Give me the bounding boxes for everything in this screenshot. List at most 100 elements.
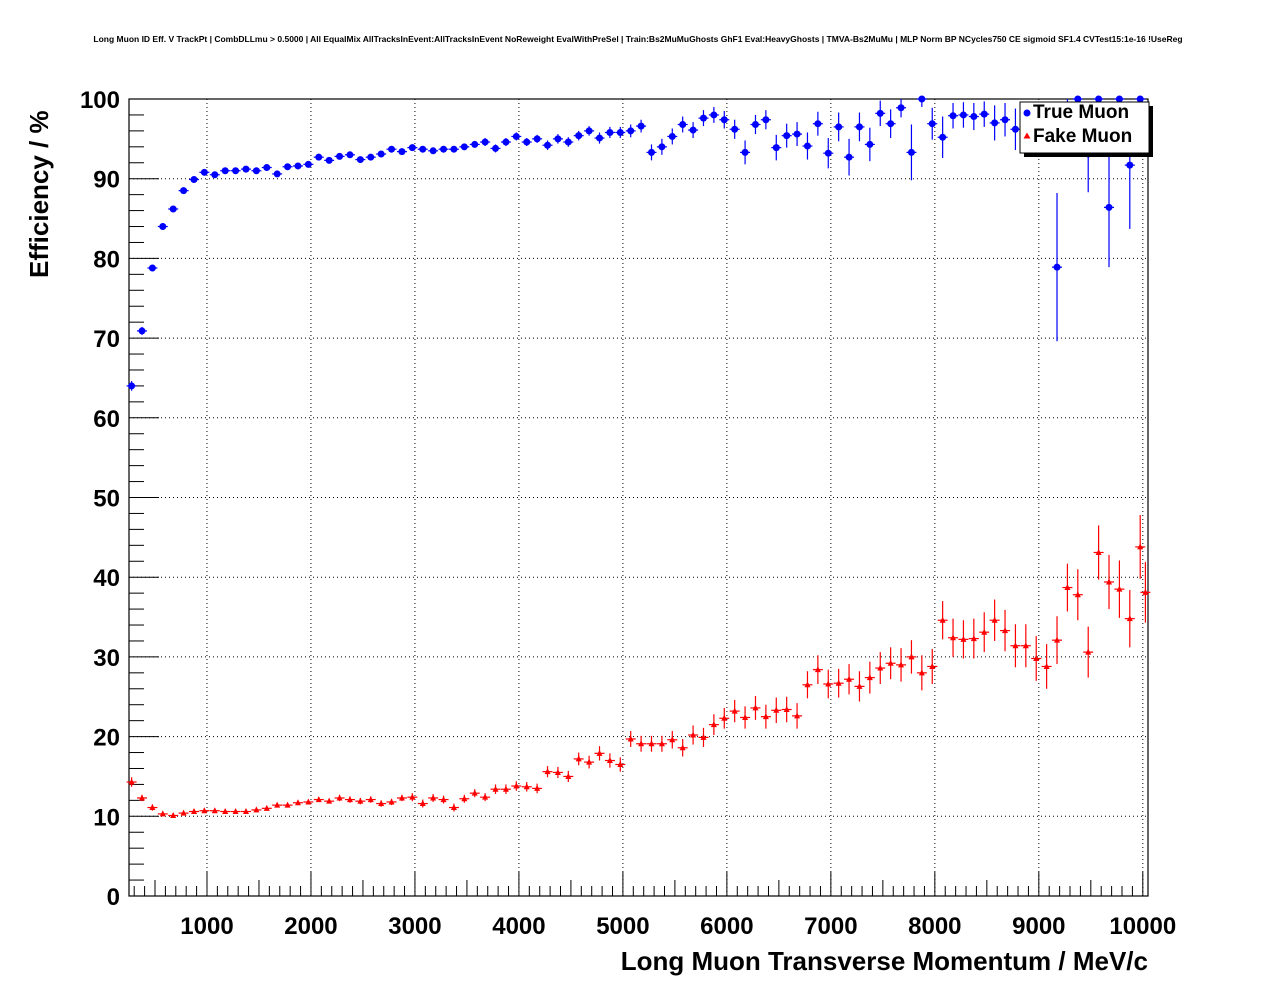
true-muon-point (367, 153, 375, 161)
x-tick-label: 6000 (700, 913, 753, 940)
true-muon-point (699, 114, 707, 122)
fake-muon-point (378, 800, 385, 807)
true-muon-point (627, 127, 635, 135)
fake-muon-point (596, 749, 603, 756)
true-muon-point (772, 144, 780, 152)
true-muon-point (148, 264, 156, 272)
true-muon-point (523, 138, 531, 146)
fake-muon-point (170, 812, 177, 819)
true-muon-point (232, 167, 240, 175)
true-muon-point (793, 130, 801, 138)
fake-muon-point (430, 794, 437, 801)
fake-muon-point (783, 706, 790, 713)
fake-muon-point (752, 704, 759, 711)
fake-muon-point (846, 675, 853, 682)
fake-muon-point (950, 634, 957, 641)
fake-muon-point (440, 796, 447, 803)
fake-muon-point (554, 768, 561, 775)
fake-muon-point (367, 796, 374, 803)
fake-muon-point (211, 807, 218, 814)
fake-muon-point (617, 760, 624, 767)
fake-muon-point (357, 797, 364, 804)
fake-muon-point (1126, 615, 1133, 622)
true-muon-point (1011, 125, 1019, 133)
x-tick-label: 1000 (180, 913, 233, 940)
fake-muon-point (794, 712, 801, 719)
fake-muon-point (710, 721, 717, 728)
true-muon-point (419, 145, 427, 153)
fake-muon-point (1137, 543, 1144, 550)
true-muon-point (720, 116, 728, 124)
axis-tick-labels: 1000 2000 3000 4000 5000 6000 7000 8000 9000 1000… (80, 87, 1176, 940)
true-muon-point (450, 145, 458, 153)
fake-muon-point (513, 782, 520, 789)
true-muon-point (710, 111, 718, 119)
fake-muon-point (731, 707, 738, 714)
true-muon-point (169, 205, 177, 213)
true-muon-point (138, 327, 146, 335)
legend-true-muon-marker (1023, 109, 1031, 117)
y-tick-label: 10 (93, 804, 120, 831)
true-muon-point (824, 149, 832, 157)
true-muon-point (596, 134, 604, 142)
true-muon-point (887, 120, 895, 128)
true-muon-point (273, 170, 281, 178)
fake-muon-point (253, 806, 260, 813)
fake-muon-point (804, 681, 811, 688)
legend-fake-muon-marker (1023, 132, 1031, 139)
y-tick-label: 40 (93, 565, 120, 592)
true-muon-point (159, 223, 167, 231)
fake-muon-point (242, 808, 249, 815)
true-muon-point (606, 128, 614, 136)
fake-muon-point (274, 801, 281, 808)
true-muon-point (492, 144, 500, 152)
true-muon-point (398, 148, 406, 156)
y-axis-title: Efficiency / % (24, 110, 54, 278)
true-muon-point (356, 156, 364, 164)
fake-muon-point (1022, 642, 1029, 649)
x-tick-label: 7000 (804, 913, 857, 940)
legend-true-muon-label: True Muon (1033, 102, 1129, 123)
grid-lines (129, 98, 1148, 897)
true-muon-point (1074, 95, 1082, 103)
true-muon-point (783, 132, 791, 140)
true-muon-point (346, 151, 354, 159)
x-axis-title: Long Muon Transverse Momentum / MeV/c (621, 946, 1148, 976)
fake-muon-point (232, 808, 239, 815)
fake-muon-point (690, 731, 697, 738)
true-muon-point (336, 152, 344, 160)
true-muon-point (928, 120, 936, 128)
true-muon-point (637, 122, 645, 130)
true-muon-point (751, 121, 759, 129)
fake-muon-point (835, 679, 842, 686)
y-tick-label: 60 (93, 406, 120, 433)
true-muon-point (190, 175, 198, 183)
fake-muon-point (1002, 627, 1009, 634)
fake-muon-point (502, 785, 509, 792)
fake-muon-point (960, 635, 967, 642)
true-muon-point (471, 140, 479, 148)
fake-muon-point (1142, 588, 1149, 595)
fake-muon-point (991, 616, 998, 623)
fake-muon-point (284, 801, 291, 808)
fake-muon-point (471, 789, 478, 796)
data-series (126, 95, 1151, 819)
true-muon-point (762, 116, 770, 124)
fake-muon-point (627, 735, 634, 742)
true-muon-point (959, 111, 967, 119)
true-muon-point (284, 163, 292, 171)
fake-muon-point (263, 804, 270, 811)
fake-muon-point (669, 736, 676, 743)
true-muon-point (855, 123, 863, 131)
true-muon-point (263, 164, 271, 172)
fake-muon-point (1074, 591, 1081, 598)
series-fake-muon (126, 515, 1151, 819)
x-tick-label: 8000 (908, 913, 961, 940)
fake-muon-point (898, 661, 905, 668)
true-muon-point (554, 135, 562, 143)
y-tick-label: 80 (93, 246, 120, 273)
true-muon-point (408, 144, 416, 152)
fake-muon-point (461, 795, 468, 802)
fake-muon-point (908, 653, 915, 660)
fake-muon-point (814, 666, 821, 673)
